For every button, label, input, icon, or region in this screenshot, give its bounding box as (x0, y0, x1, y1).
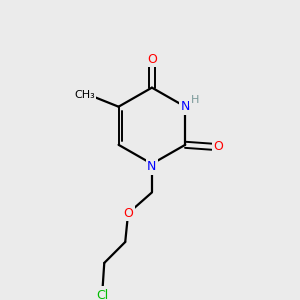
Text: N: N (181, 100, 190, 113)
Text: O: O (214, 140, 224, 153)
Text: CH₃: CH₃ (74, 90, 94, 100)
Text: Cl: Cl (96, 289, 109, 300)
Text: N: N (147, 160, 157, 173)
Text: H: H (190, 95, 199, 105)
Text: O: O (147, 52, 157, 66)
Text: O: O (123, 207, 133, 220)
